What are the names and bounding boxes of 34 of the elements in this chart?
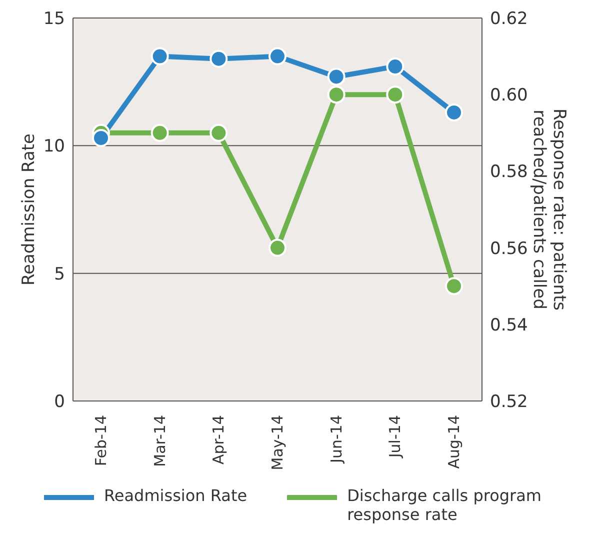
point bbox=[268, 238, 286, 257]
x-tick-label: Jul-14 bbox=[386, 415, 404, 459]
x-tick-label: Mar-14 bbox=[150, 415, 169, 467]
y2-tick-label: 0.60 bbox=[490, 86, 528, 106]
point bbox=[327, 86, 346, 104]
x-tick-label: May-14 bbox=[268, 415, 286, 470]
x-tick-label: Aug-14 bbox=[445, 415, 463, 469]
point bbox=[445, 277, 463, 296]
point bbox=[92, 129, 110, 148]
y-tick-label: 5 bbox=[54, 264, 65, 284]
point bbox=[386, 58, 404, 76]
point bbox=[210, 50, 228, 68]
y2-tick-label: 0.62 bbox=[490, 9, 528, 30]
point bbox=[445, 103, 463, 122]
point bbox=[327, 68, 346, 86]
x-tick-label: Jun-14 bbox=[327, 415, 346, 464]
x-tick-label: Feb-14 bbox=[92, 415, 110, 466]
point bbox=[386, 86, 404, 104]
y-tick-label: 10 bbox=[43, 136, 65, 157]
y2-axis-title: Response rate: patients reached/patients called bbox=[529, 108, 569, 311]
y2-tick-label: 0.58 bbox=[490, 162, 528, 182]
legend-label: Readmission Rate bbox=[104, 486, 248, 505]
y2-tick-label: 0.52 bbox=[490, 392, 528, 412]
point bbox=[150, 124, 169, 142]
point bbox=[268, 47, 286, 66]
y2-tick-label: 0.54 bbox=[490, 315, 528, 336]
y-axis-title: Readmission Rate bbox=[19, 134, 40, 286]
y-tick-label: 0 bbox=[54, 392, 65, 412]
point bbox=[210, 124, 228, 142]
legend-label: Discharge calls program response rate bbox=[347, 486, 542, 524]
y2-tick-label: 0.56 bbox=[490, 238, 528, 259]
point bbox=[150, 47, 169, 66]
x-tick-label: Apr-14 bbox=[210, 415, 228, 464]
y-tick-label: 15 bbox=[43, 9, 65, 30]
